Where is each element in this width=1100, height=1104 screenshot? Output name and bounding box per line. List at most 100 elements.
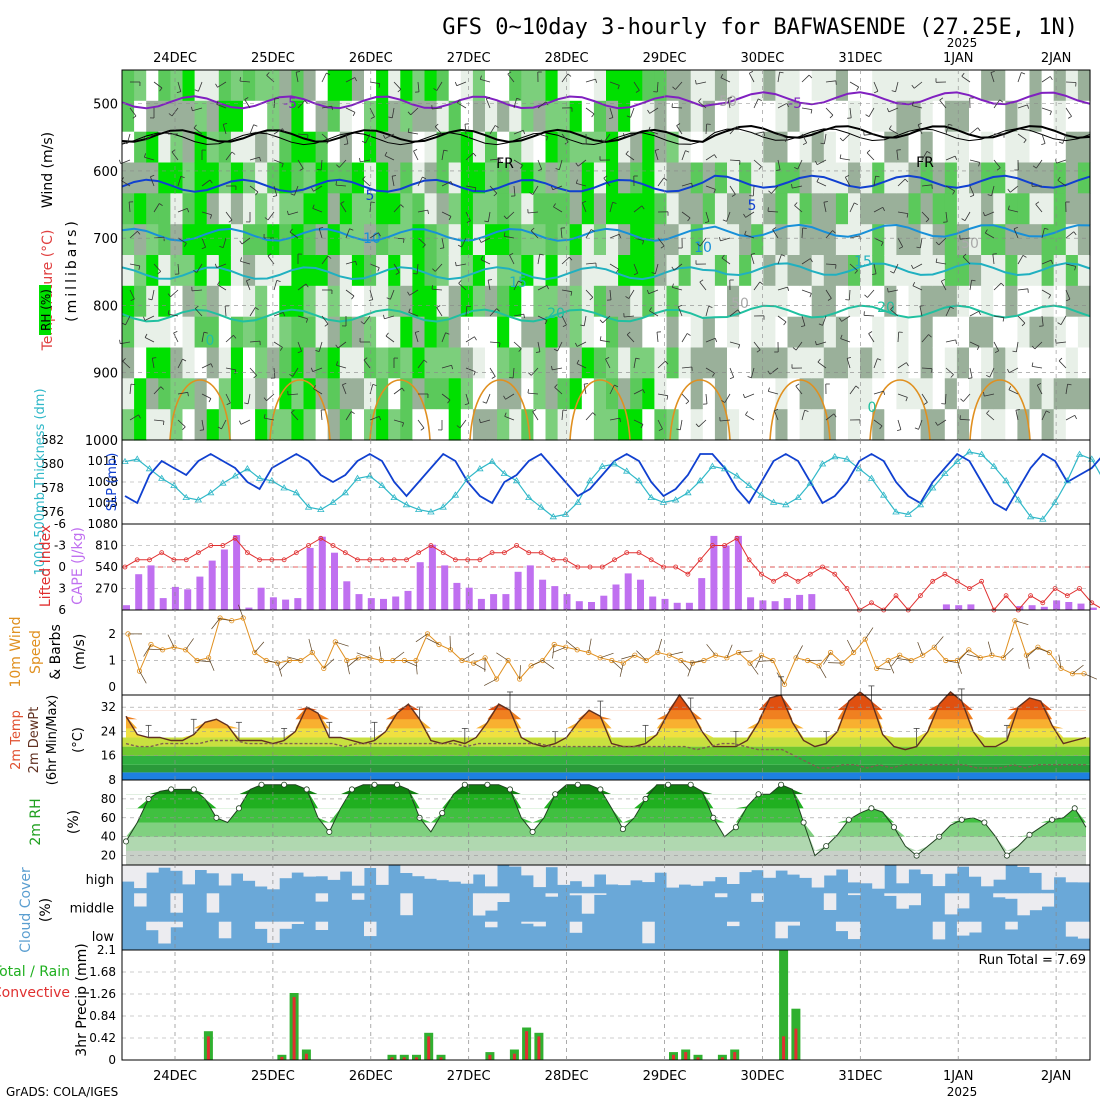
rh-cell [727,348,740,379]
rh-cell [328,378,341,409]
rh-cell [255,132,268,163]
cape-bar [784,598,791,610]
rh-cell [836,409,849,440]
wind-barb [1066,82,1076,83]
cloud-gap [219,922,232,939]
rh-cell [134,409,147,440]
wind-barb-flag [509,378,513,379]
rh-cell [1066,163,1079,194]
rh-cell [824,255,837,286]
rh-cell [691,193,704,224]
rh-cell [1042,255,1055,286]
rh-cell [993,70,1006,101]
rh-cell [933,132,946,163]
rh-cell [679,70,692,101]
temp-band [122,756,1090,765]
cape-bar [662,599,669,610]
rh-cell [449,409,462,440]
rh-cell [461,378,474,409]
rh-cell [388,255,401,286]
rh-cell [437,409,450,440]
cloud-gap [340,865,353,872]
rh-point [123,839,128,844]
cloud-gap [703,865,716,881]
rh-cell [1066,348,1079,379]
cape-bar [1090,608,1097,610]
cape-bar [967,604,974,610]
rh-cell [1042,317,1055,348]
rh-cell [461,317,474,348]
rh-cell [437,255,450,286]
precip-bar-conv [513,1054,516,1060]
rh-cell [388,101,401,132]
rh-cell [279,348,292,379]
rh-cell [376,163,389,194]
cape-bar [490,594,497,610]
contour-label: FR [496,156,514,172]
rh-cell [812,348,825,379]
cape-bar [515,572,522,610]
rh-cell [872,163,885,194]
rh-point [756,792,761,797]
rh-cell [1042,348,1055,379]
cloud-gap [437,865,450,880]
rh-cell [243,70,256,101]
contour-label: 5 [748,198,757,214]
rh-cell [352,317,365,348]
rh-cell [1042,409,1055,440]
li-tick: 0 [58,560,66,574]
rh-cell [594,409,607,440]
rh-cell [255,378,268,409]
rh-cell [763,70,776,101]
rh-cell [328,193,341,224]
rh-cell [836,224,849,255]
rh-cell [691,163,704,194]
rh-cell [279,317,292,348]
rh-cell [642,378,655,409]
rh-cell [158,348,171,379]
rh-cell [340,348,353,379]
rh-cell [715,163,728,194]
rh-cell [328,101,341,132]
rh-cell [388,193,401,224]
rh-cell [1078,348,1091,379]
rh-cell [751,317,764,348]
rh-cell [558,255,571,286]
rh-cell [1078,101,1091,132]
rh-cell [1005,317,1018,348]
rh-ylabel: 2m RH [28,798,44,845]
rh-cell [775,193,788,224]
contour-label: -5 [788,96,802,112]
cloud-gap [412,865,425,876]
rh-cell [739,224,752,255]
rh-tick: 40 [101,830,116,844]
rh-cell [909,70,922,101]
day-label-top: 30DEC [740,51,784,66]
rh-cell [909,193,922,224]
cape-bar [184,589,191,610]
wind-tick: 2 [108,627,116,641]
rh-cell [1042,378,1055,409]
wind-barb-flag [131,384,135,385]
rh-point [282,782,287,787]
rh-cell [630,286,643,317]
rh-cell [848,409,861,440]
rh-tick: 20 [101,849,116,863]
rh-cell [461,348,474,379]
rh-cell [267,317,280,348]
rh-cell [473,163,486,194]
cloud-gap [606,865,619,885]
rh-cell [207,70,220,101]
rh-cell [945,378,958,409]
rh-cell [158,70,171,101]
wind-barb-flag [336,181,337,185]
rh-cell [509,70,522,101]
wind-barb-flag [413,274,417,275]
rh-cell [304,70,317,101]
rh-cell [207,348,220,379]
rh-cell [594,255,607,286]
rh-cell [993,409,1006,440]
cape-bar [270,597,277,610]
day-label-top: 24DEC [153,51,197,66]
rh-cell [352,163,365,194]
